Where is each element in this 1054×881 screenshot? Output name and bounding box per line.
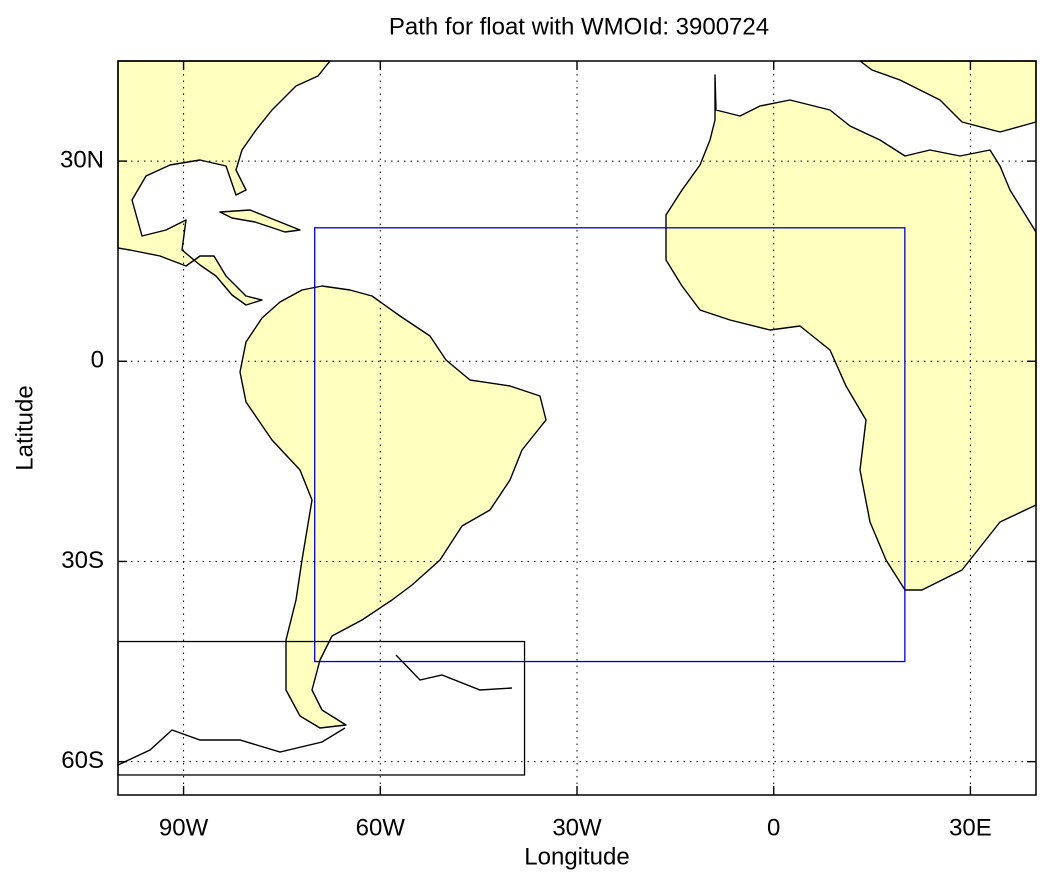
cuba xyxy=(219,209,301,233)
region-box xyxy=(314,227,906,663)
north-america xyxy=(117,60,331,306)
land-layer xyxy=(117,60,1037,766)
x-tick-label: 60W xyxy=(356,814,406,841)
x-tick-label: 30W xyxy=(552,814,602,841)
africa xyxy=(665,74,1037,591)
y-tick-label: 30N xyxy=(60,146,104,173)
y-axis-label: Latitude xyxy=(11,385,38,470)
y-tick-label: 60S xyxy=(61,747,104,774)
x-tick-label: 30E xyxy=(949,814,992,841)
antarctica-coast xyxy=(117,727,346,766)
chart-title: Path for float with WMOId: 3900724 xyxy=(389,13,769,40)
y-tick-label: 30S xyxy=(61,547,104,574)
europe xyxy=(859,60,1037,133)
y-tick-label: 0 xyxy=(91,347,104,374)
region-box xyxy=(117,640,526,776)
x-tick-label: 0 xyxy=(767,814,780,841)
south-america xyxy=(239,285,547,729)
x-axis-label: Longitude xyxy=(524,843,629,870)
x-tick-label: 90W xyxy=(159,814,209,841)
antarctica-coast xyxy=(395,654,513,691)
